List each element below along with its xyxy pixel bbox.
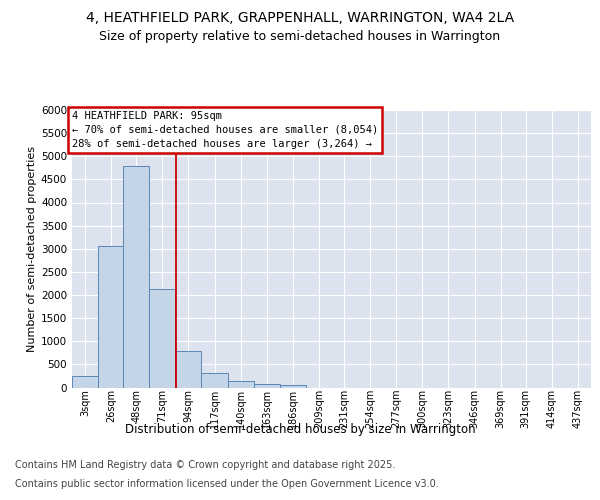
Bar [227,381,254,388]
Text: Contains HM Land Registry data © Crown copyright and database right 2025.: Contains HM Land Registry data © Crown c… [15,460,395,470]
Bar [123,166,149,388]
Bar [280,385,306,388]
Bar [72,376,98,388]
Text: Size of property relative to semi-detached houses in Warrington: Size of property relative to semi-detach… [100,30,500,43]
Text: Contains public sector information licensed under the Open Government Licence v3: Contains public sector information licen… [15,479,439,489]
Bar [98,246,123,388]
Text: 4 HEATHFIELD PARK: 95sqm
← 70% of semi-detached houses are smaller (8,054)
28% o: 4 HEATHFIELD PARK: 95sqm ← 70% of semi-d… [72,111,378,149]
Bar [149,289,175,388]
Text: Distribution of semi-detached houses by size in Warrington: Distribution of semi-detached houses by … [125,422,475,436]
Text: 4, HEATHFIELD PARK, GRAPPENHALL, WARRINGTON, WA4 2LA: 4, HEATHFIELD PARK, GRAPPENHALL, WARRING… [86,11,514,25]
Bar [175,352,202,388]
Bar [202,373,227,388]
Y-axis label: Number of semi-detached properties: Number of semi-detached properties [27,146,37,352]
Bar [254,384,280,388]
